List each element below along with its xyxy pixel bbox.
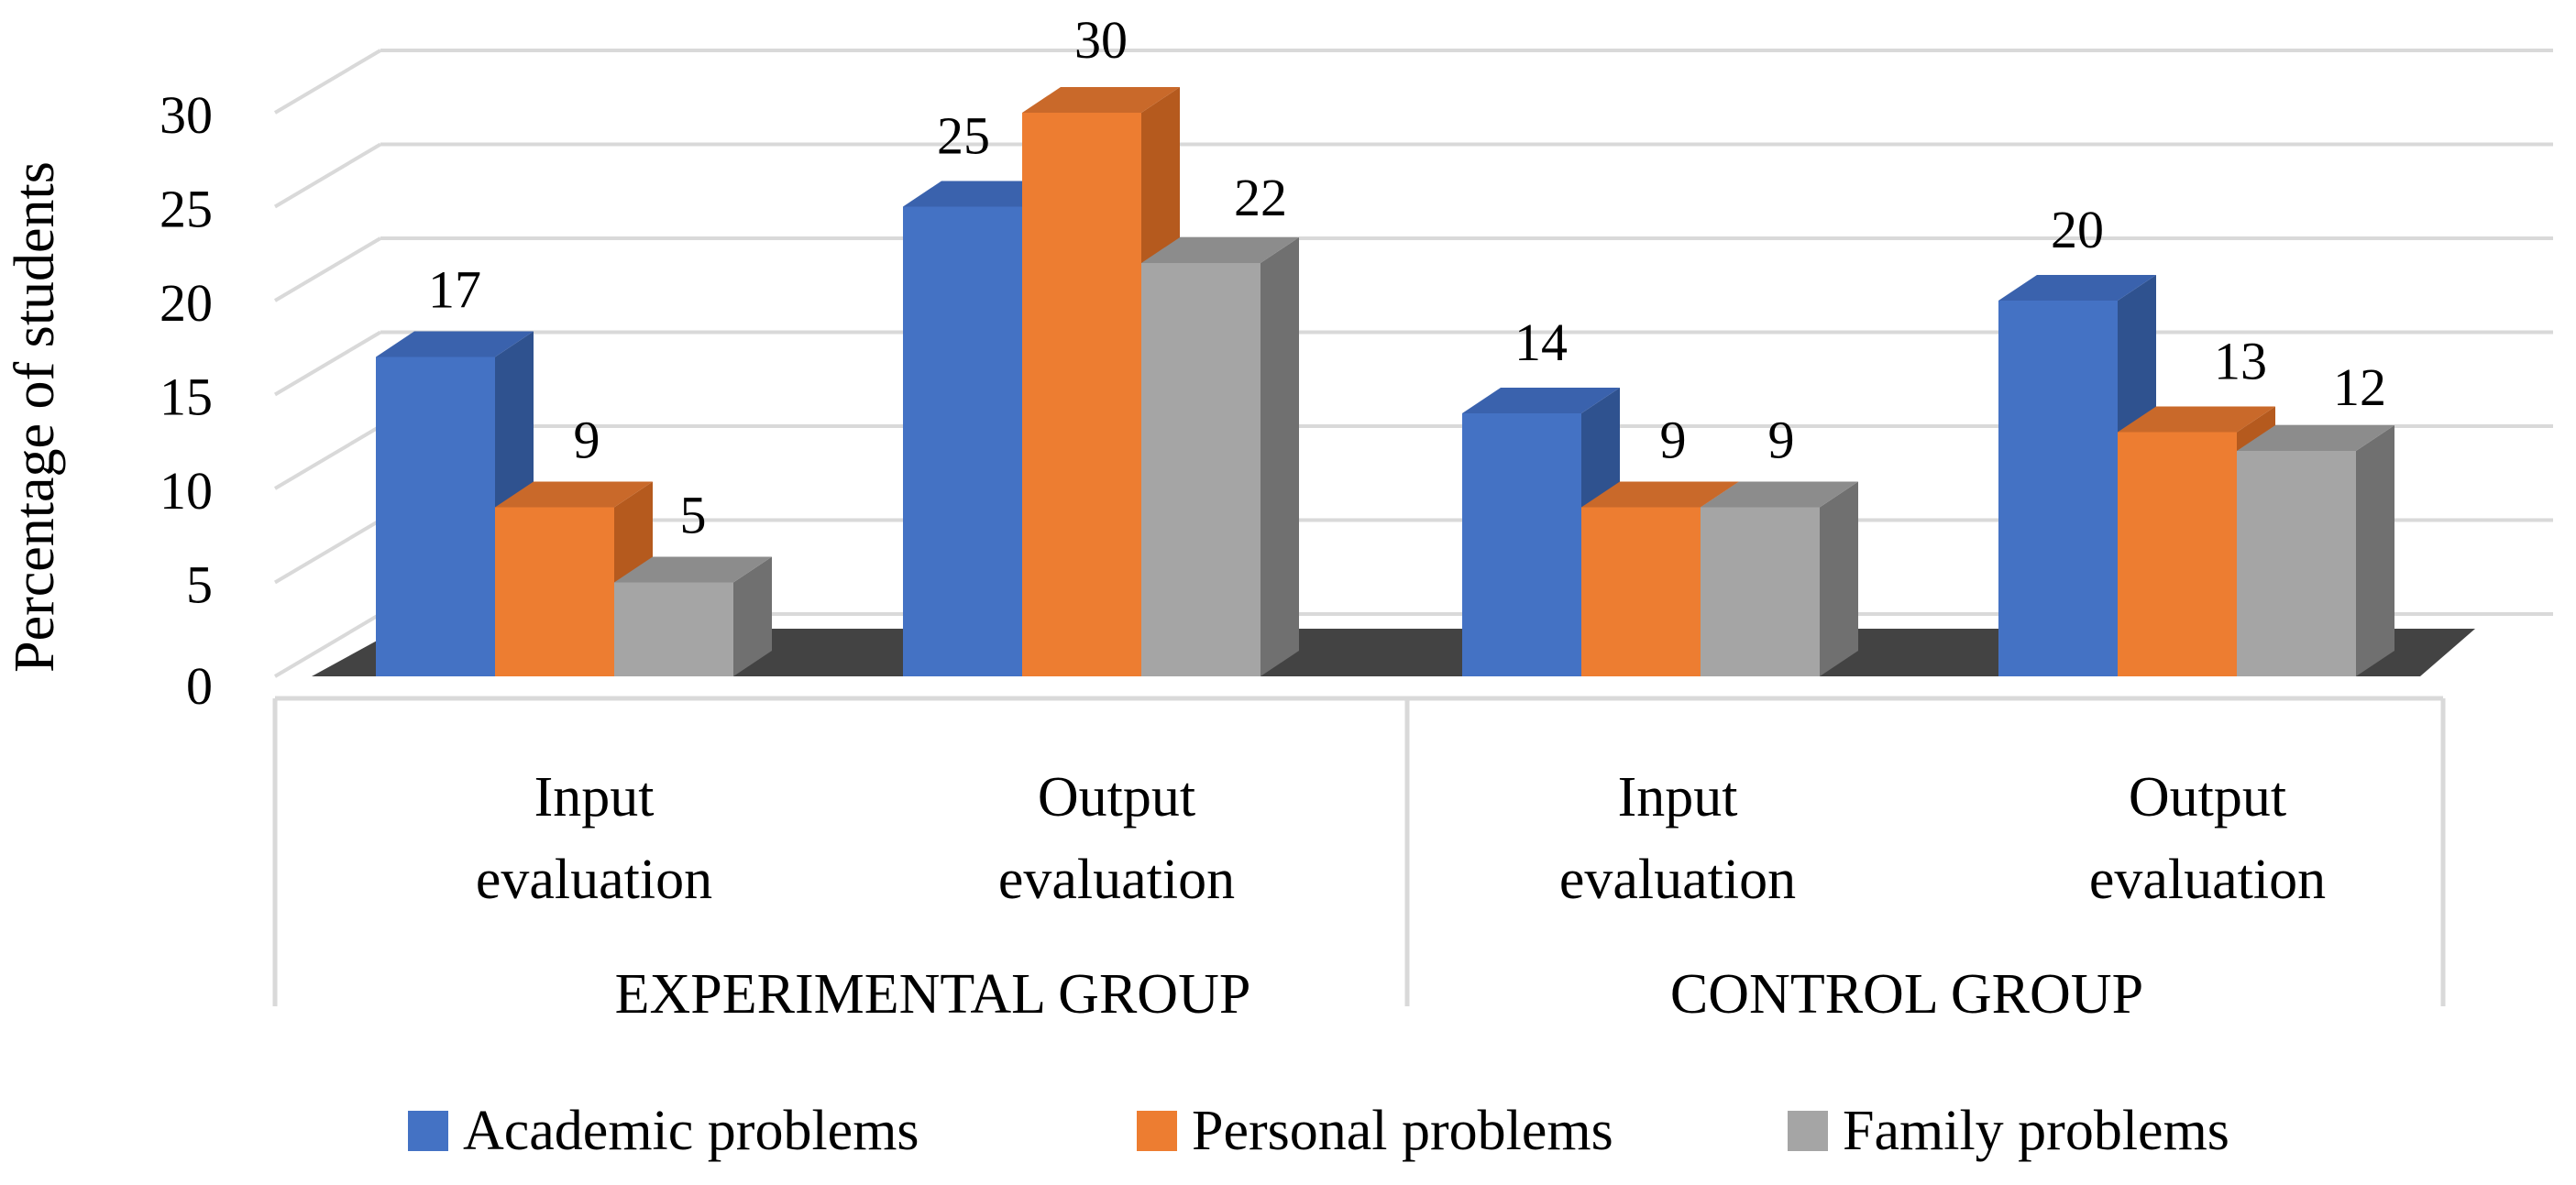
legend-label: Academic problems (463, 1100, 919, 1162)
data-label: 9 (1660, 411, 1687, 470)
bar[interactable] (2237, 425, 2394, 676)
gridline-diagonal (273, 142, 382, 209)
data-label: 20 (2051, 200, 2104, 259)
x-axis: Input evaluation Output evaluation Input eval… (272, 696, 2446, 1026)
bar-top (2237, 425, 2394, 451)
bar-side (1820, 481, 1858, 676)
data-label: 25 (937, 106, 990, 166)
bar-side (733, 556, 772, 676)
x-group-label: EXPERIMENTAL GROUP (615, 963, 1251, 1026)
legend-label: Personal problems (1192, 1100, 1613, 1162)
bar-top (1141, 237, 1299, 263)
bar-front (1022, 113, 1141, 676)
data-label: 14 (1514, 313, 1568, 372)
data-label: 12 (2333, 357, 2386, 417)
x-group-label: CONTROL GROUP (1670, 963, 2143, 1026)
y-tick-label: 15 (160, 368, 213, 427)
bar-front (1581, 507, 1701, 676)
legend[interactable]: Academic problems Personal problems Family… (408, 1100, 2229, 1162)
x-tick-label: Input (534, 766, 655, 828)
bar-front (2237, 451, 2356, 676)
gridline-diagonal (273, 424, 382, 490)
y-tick-label: 5 (186, 555, 213, 615)
chart-floor (312, 629, 2475, 676)
x-tick-label: evaluation (998, 849, 1235, 911)
bar-side (2356, 425, 2394, 676)
bar-side (1260, 237, 1299, 676)
y-tick-label: 20 (160, 273, 213, 333)
bar-front (614, 582, 733, 676)
bar-top (903, 181, 1061, 207)
y-tick-label: 30 (160, 85, 213, 145)
bar-front (1141, 263, 1260, 676)
data-label: 9 (1768, 411, 1795, 470)
bar-top (376, 331, 534, 357)
bar-front (1701, 507, 1820, 676)
gridline-diagonal (273, 518, 382, 585)
legend-swatch (1137, 1111, 1177, 1151)
bar[interactable] (1141, 237, 1299, 676)
bar-front (1462, 413, 1581, 676)
y-axis: 0 5 10 15 20 25 30 (160, 85, 213, 716)
bar-front (1998, 301, 2118, 676)
y-axis-title: Percentage of students (4, 161, 66, 673)
gridline-diagonal (273, 236, 382, 302)
bar-front (903, 206, 1022, 676)
bar-top (614, 556, 772, 583)
bar[interactable] (376, 331, 534, 677)
bar-top (1462, 388, 1620, 413)
data-label: 9 (574, 411, 600, 470)
x-tick-label: Input (1618, 766, 1738, 828)
bar-top (495, 481, 653, 508)
data-label: 30 (1074, 10, 1128, 70)
x-tick-label: evaluation (476, 849, 712, 911)
x-tick-label: Output (2129, 766, 2286, 828)
legend-item[interactable]: Personal problems (1137, 1100, 1613, 1162)
bar-front (376, 357, 495, 676)
y-tick-label: 10 (160, 461, 213, 521)
y-tick-label: 0 (186, 656, 213, 716)
gridline-diagonal (273, 612, 382, 678)
bar-top (1022, 87, 1180, 113)
legend-item[interactable]: Family problems (1788, 1100, 2229, 1162)
bar-front (2118, 432, 2237, 676)
data-label: 17 (428, 260, 481, 320)
bar[interactable] (1701, 481, 1858, 677)
bar-top (1998, 275, 2156, 301)
bar-top (1701, 481, 1858, 508)
legend-label: Family problems (1843, 1100, 2229, 1162)
x-tick-label: evaluation (1559, 849, 1796, 911)
bars (376, 87, 2394, 676)
legend-swatch (1788, 1111, 1828, 1151)
bar-top (2118, 406, 2275, 433)
bar-top (1581, 481, 1739, 508)
y-tick-label: 25 (160, 180, 213, 239)
bar[interactable] (614, 556, 772, 677)
gridline-diagonal (273, 330, 382, 397)
gridline-diagonal (273, 49, 382, 115)
data-labels: 17 9 5 25 30 22 14 9 9 20 13 12 (428, 10, 2386, 545)
legend-swatch (408, 1111, 448, 1151)
legend-item[interactable]: Academic problems (408, 1100, 919, 1162)
data-label: 13 (2214, 332, 2267, 391)
bar-front (495, 507, 614, 676)
data-label: 22 (1234, 168, 1287, 227)
x-tick-label: evaluation (2089, 849, 2326, 911)
data-label: 5 (680, 486, 707, 545)
x-tick-label: Output (1038, 766, 1195, 828)
chart-floor-shadow (312, 629, 2475, 676)
